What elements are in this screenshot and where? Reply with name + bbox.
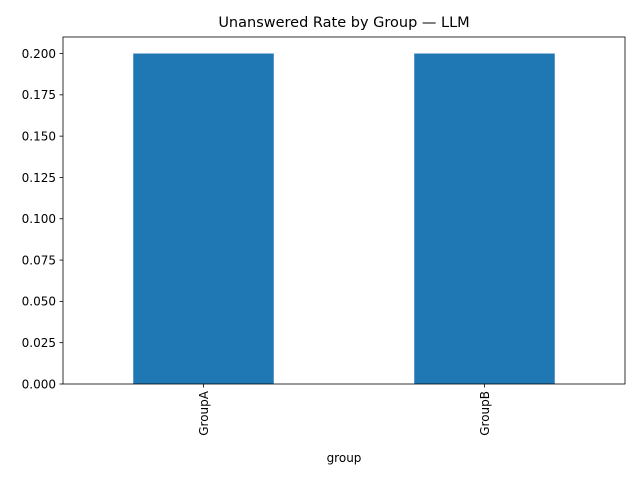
y-tick-label: 0.125 [22,171,56,185]
y-axis: 0.000 0.025 0.050 0.075 0.100 0.125 0.150 0.175… [22,47,63,391]
bar-groupa [133,53,274,385]
y-tick-label: 0.000 [22,377,56,391]
bars-layer [133,53,555,385]
x-axis: GroupA GroupB [197,384,492,436]
chart-title: Unanswered Rate by Group — LLM [218,15,469,31]
y-tick-label: 0.200 [22,47,56,61]
bar-groupb [414,53,555,385]
y-tick-label: 0.100 [22,212,56,226]
x-axis-label: group [327,451,362,465]
y-tick-label: 0.050 [22,295,56,309]
x-tick-label: GroupA [197,390,211,436]
y-tick-label: 0.075 [22,253,56,267]
y-tick-label: 0.150 [22,129,56,143]
y-tick-label: 0.175 [22,88,56,102]
x-tick-label: GroupB [478,391,492,436]
y-tick-label: 0.025 [22,336,56,350]
plot-frame [62,36,626,385]
